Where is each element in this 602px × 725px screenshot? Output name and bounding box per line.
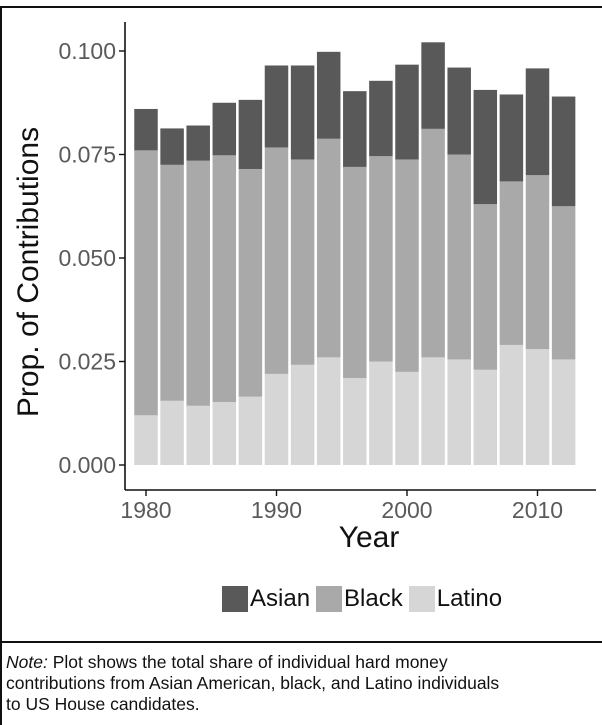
bar-black-1982 bbox=[160, 164, 184, 401]
legend-item-asian: Asian bbox=[222, 585, 316, 613]
bar-asian-1990 bbox=[264, 65, 289, 148]
bar-asian-2004 bbox=[447, 67, 471, 155]
bar-latino-1988 bbox=[238, 396, 263, 465]
bar-latino-1990 bbox=[264, 373, 289, 465]
legend-item-latino: Latino bbox=[408, 585, 508, 613]
legend-swatch-black bbox=[316, 586, 343, 612]
bar-latino-1996 bbox=[343, 378, 367, 465]
bar-asian-2000 bbox=[395, 64, 419, 160]
bar-black-1980 bbox=[134, 150, 158, 416]
bar-black-2010 bbox=[525, 175, 550, 350]
stacked-bar-chart: 0.000 0.025 0.050 0.075 0.100 1980 1990 2000 201… bbox=[12, 22, 596, 554]
x-tick-label: 1990 bbox=[251, 497, 302, 523]
y-axis-title: Prop. of Contributions bbox=[12, 127, 45, 417]
bars-group bbox=[134, 42, 576, 465]
bar-latino-1992 bbox=[290, 364, 315, 465]
legend-label-black: Black bbox=[344, 585, 403, 612]
bar-black-2000 bbox=[395, 159, 419, 372]
bar-black-2002 bbox=[421, 128, 445, 358]
bar-asian-1980 bbox=[134, 108, 158, 151]
bar-asian-1988 bbox=[238, 99, 263, 169]
y-tick-label: 0.050 bbox=[58, 245, 116, 271]
bar-latino-1984 bbox=[186, 405, 210, 465]
bar-asian-1996 bbox=[343, 91, 367, 167]
bar-asian-2010 bbox=[525, 68, 550, 176]
x-tick-label: 2000 bbox=[381, 497, 432, 523]
note-prefix: Note: bbox=[6, 652, 48, 672]
bar-black-2006 bbox=[473, 204, 498, 370]
legend: Asian Black Latino bbox=[222, 584, 508, 614]
bar-latino-2002 bbox=[421, 357, 445, 465]
bar-asian-2012 bbox=[551, 96, 576, 207]
bar-latino-2012 bbox=[551, 359, 576, 465]
bar-black-1986 bbox=[212, 155, 237, 403]
note-separator-rule bbox=[0, 641, 602, 643]
note-line-3: to US House candidates. bbox=[6, 694, 200, 714]
bar-asian-1992 bbox=[290, 65, 315, 160]
bar-black-1988 bbox=[238, 168, 263, 397]
bar-black-1996 bbox=[343, 166, 367, 379]
bar-black-1984 bbox=[186, 160, 210, 406]
left-rule bbox=[0, 6, 2, 725]
bar-asian-1982 bbox=[160, 128, 184, 165]
figure-note: Note: Plot shows the total share of indi… bbox=[6, 652, 596, 715]
bar-latino-2008 bbox=[499, 344, 524, 465]
bar-black-2008 bbox=[499, 181, 524, 345]
axes-group: 0.000 0.025 0.050 0.075 0.100 1980 1990 2000 201… bbox=[12, 22, 596, 554]
bar-black-1994 bbox=[316, 138, 341, 358]
y-tick-label: 0.075 bbox=[58, 142, 116, 168]
bar-latino-2000 bbox=[395, 371, 419, 465]
bar-asian-2002 bbox=[421, 42, 445, 129]
bar-black-1992 bbox=[290, 159, 315, 365]
x-tick-label: 1980 bbox=[120, 497, 171, 523]
bar-asian-2006 bbox=[473, 89, 498, 205]
note-line-2: contributions from Asian American, black… bbox=[6, 673, 500, 693]
bar-asian-1994 bbox=[316, 51, 341, 139]
bar-asian-1984 bbox=[186, 125, 210, 161]
y-tick-label: 0.025 bbox=[58, 349, 116, 375]
top-rule bbox=[0, 6, 602, 8]
legend-label-asian: Asian bbox=[250, 585, 311, 612]
bar-latino-2004 bbox=[447, 359, 471, 465]
bar-latino-1994 bbox=[316, 357, 341, 465]
bar-asian-1998 bbox=[369, 80, 393, 157]
bar-latino-2006 bbox=[473, 369, 498, 465]
y-tick-label: 0.100 bbox=[58, 38, 116, 64]
note-line-1: Plot shows the total share of individual… bbox=[47, 652, 448, 672]
bar-black-2012 bbox=[551, 206, 576, 360]
bar-asian-1986 bbox=[212, 102, 237, 156]
bar-latino-2010 bbox=[525, 349, 550, 465]
bar-black-1990 bbox=[264, 147, 289, 374]
bar-black-2004 bbox=[447, 154, 471, 360]
bar-latino-1980 bbox=[134, 415, 158, 465]
bar-black-1998 bbox=[369, 156, 393, 362]
legend-swatch-latino bbox=[408, 586, 435, 612]
bar-latino-1982 bbox=[160, 400, 184, 465]
x-axis-title: Year bbox=[339, 521, 400, 554]
bar-latino-1986 bbox=[212, 402, 237, 465]
x-tick-label: 2010 bbox=[512, 497, 563, 523]
legend-label-latino: Latino bbox=[436, 585, 503, 612]
legend-item-black: Black bbox=[316, 585, 409, 613]
bar-latino-1998 bbox=[369, 361, 393, 465]
legend-swatch-asian bbox=[222, 586, 248, 612]
y-tick-label: 0.000 bbox=[58, 452, 116, 478]
bar-asian-2008 bbox=[499, 94, 524, 182]
